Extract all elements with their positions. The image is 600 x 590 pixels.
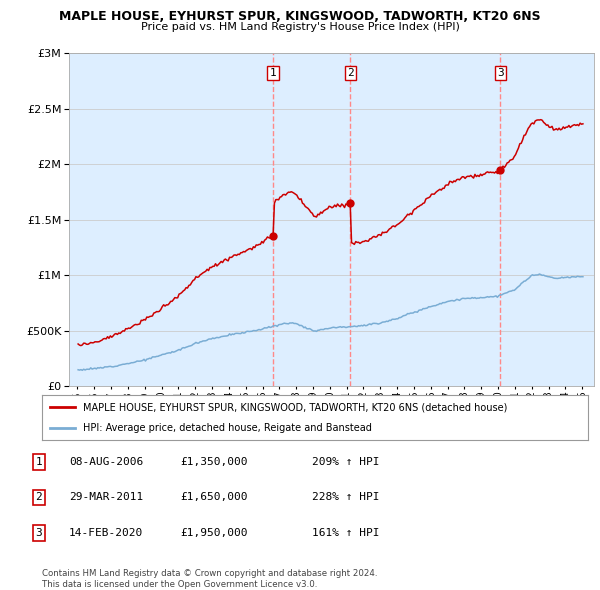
Text: £1,650,000: £1,650,000 — [180, 493, 248, 502]
Text: 1: 1 — [35, 457, 43, 467]
Text: Price paid vs. HM Land Registry's House Price Index (HPI): Price paid vs. HM Land Registry's House … — [140, 22, 460, 32]
Text: 1: 1 — [269, 68, 277, 78]
Text: 2: 2 — [35, 493, 43, 502]
Text: £1,350,000: £1,350,000 — [180, 457, 248, 467]
Text: 29-MAR-2011: 29-MAR-2011 — [69, 493, 143, 502]
Text: MAPLE HOUSE, EYHURST SPUR, KINGSWOOD, TADWORTH, KT20 6NS: MAPLE HOUSE, EYHURST SPUR, KINGSWOOD, TA… — [59, 10, 541, 23]
Text: MAPLE HOUSE, EYHURST SPUR, KINGSWOOD, TADWORTH, KT20 6NS (detached house): MAPLE HOUSE, EYHURST SPUR, KINGSWOOD, TA… — [83, 402, 508, 412]
Text: 2: 2 — [347, 68, 353, 78]
Text: 209% ↑ HPI: 209% ↑ HPI — [312, 457, 380, 467]
Text: Contains HM Land Registry data © Crown copyright and database right 2024.: Contains HM Land Registry data © Crown c… — [42, 569, 377, 578]
Text: 14-FEB-2020: 14-FEB-2020 — [69, 528, 143, 537]
Text: 08-AUG-2006: 08-AUG-2006 — [69, 457, 143, 467]
Text: HPI: Average price, detached house, Reigate and Banstead: HPI: Average price, detached house, Reig… — [83, 422, 372, 432]
Text: 161% ↑ HPI: 161% ↑ HPI — [312, 528, 380, 537]
Text: This data is licensed under the Open Government Licence v3.0.: This data is licensed under the Open Gov… — [42, 579, 317, 589]
Text: £1,950,000: £1,950,000 — [180, 528, 248, 537]
Text: 3: 3 — [497, 68, 503, 78]
Text: 3: 3 — [35, 528, 43, 537]
Text: 228% ↑ HPI: 228% ↑ HPI — [312, 493, 380, 502]
